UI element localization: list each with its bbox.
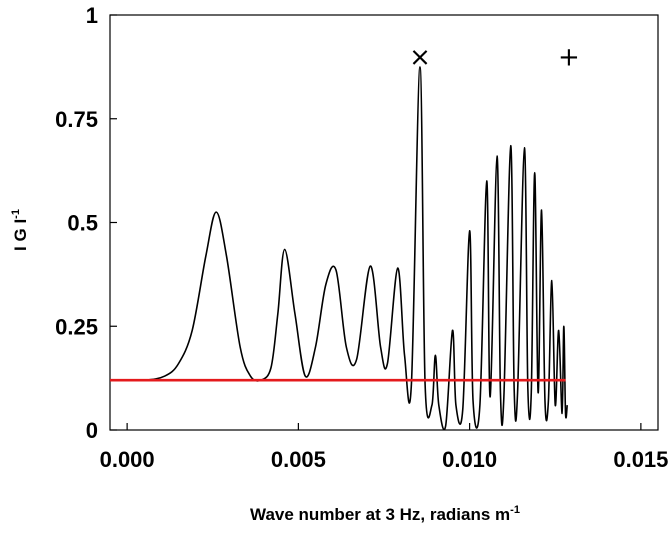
x-tick-label: 0.010 bbox=[442, 447, 497, 472]
y-axis-title-sup: -1 bbox=[10, 209, 22, 219]
y-tick-label: 0 bbox=[86, 418, 98, 443]
y-tick-label: 1 bbox=[86, 3, 98, 28]
y-axis-title-main: I G I bbox=[11, 219, 30, 251]
annotation-layer: × + bbox=[409, 43, 580, 73]
annotation-marker: × bbox=[409, 43, 431, 73]
series-layer bbox=[109, 66, 569, 431]
x-axis-title-sup: -1 bbox=[510, 504, 520, 516]
x-tick-label: 0.015 bbox=[613, 447, 668, 472]
annotation-marker: + bbox=[558, 43, 580, 73]
y-axis-title: I G I-1 bbox=[10, 209, 30, 251]
axis-ticks: 0.000 0.005 0.010 0.015 0 0.25 0.5 0.75 1 bbox=[55, 3, 668, 472]
x-tick-label: 0.005 bbox=[271, 447, 326, 472]
y-tick-label: 0.25 bbox=[55, 314, 98, 339]
y-tick-label: 0.75 bbox=[55, 107, 98, 132]
y-tick-label: 0.5 bbox=[67, 211, 98, 236]
x-axis-title: Wave number at 3 Hz, radians m-1 bbox=[250, 504, 520, 524]
x-tick-label: 0.000 bbox=[100, 447, 155, 472]
series-line-0 bbox=[109, 66, 569, 431]
x-axis-title-main: Wave number at 3 Hz, radians m bbox=[250, 505, 510, 524]
